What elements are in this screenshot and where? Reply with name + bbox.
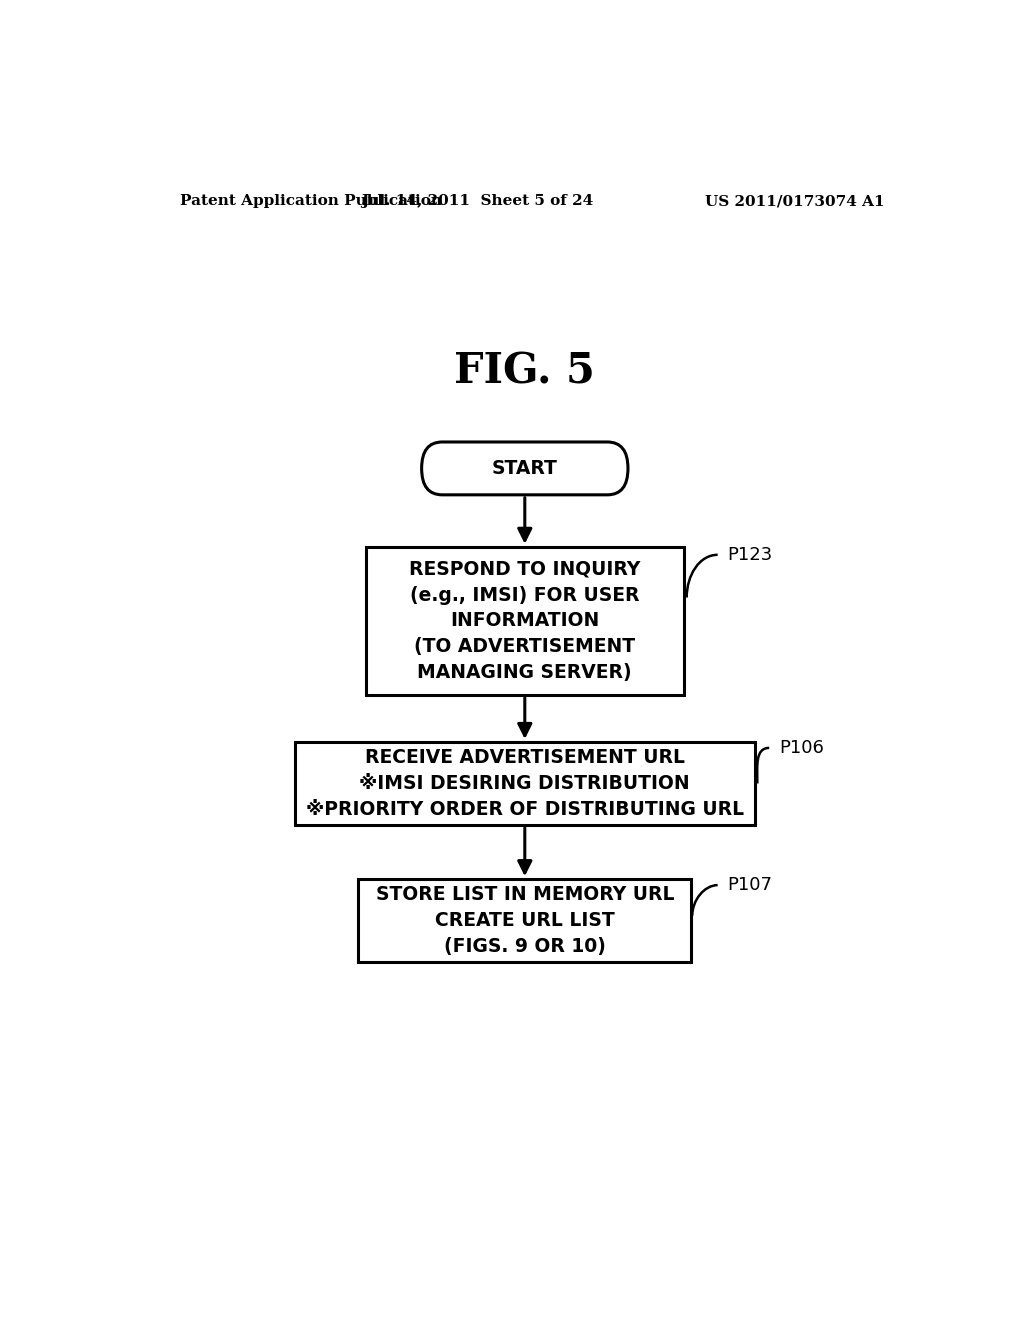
Text: P123: P123 xyxy=(727,545,772,564)
Text: US 2011/0173074 A1: US 2011/0173074 A1 xyxy=(705,194,885,209)
Bar xyxy=(367,548,684,694)
Text: RESPOND TO INQUIRY
(e.g., IMSI) FOR USER
INFORMATION
(TO ADVERTISEMENT
MANAGING : RESPOND TO INQUIRY (e.g., IMSI) FOR USER… xyxy=(410,560,640,682)
Bar xyxy=(295,742,755,825)
Text: FIG. 5: FIG. 5 xyxy=(455,351,595,393)
Text: STORE LIST IN MEMORY URL
CREATE URL LIST
(FIGS. 9 OR 10): STORE LIST IN MEMORY URL CREATE URL LIST… xyxy=(376,886,674,956)
Text: P106: P106 xyxy=(778,739,823,756)
Bar xyxy=(358,879,691,962)
Text: RECEIVE ADVERTISEMENT URL
※IMSI DESIRING DISTRIBUTION
※PRIORITY ORDER OF DISTRIB: RECEIVE ADVERTISEMENT URL ※IMSI DESIRING… xyxy=(306,748,743,818)
Text: P107: P107 xyxy=(727,876,772,894)
Text: Patent Application Publication: Patent Application Publication xyxy=(179,194,441,209)
Text: Jul. 14, 2011  Sheet 5 of 24: Jul. 14, 2011 Sheet 5 of 24 xyxy=(361,194,593,209)
Text: START: START xyxy=(492,459,558,478)
FancyBboxPatch shape xyxy=(422,442,628,495)
